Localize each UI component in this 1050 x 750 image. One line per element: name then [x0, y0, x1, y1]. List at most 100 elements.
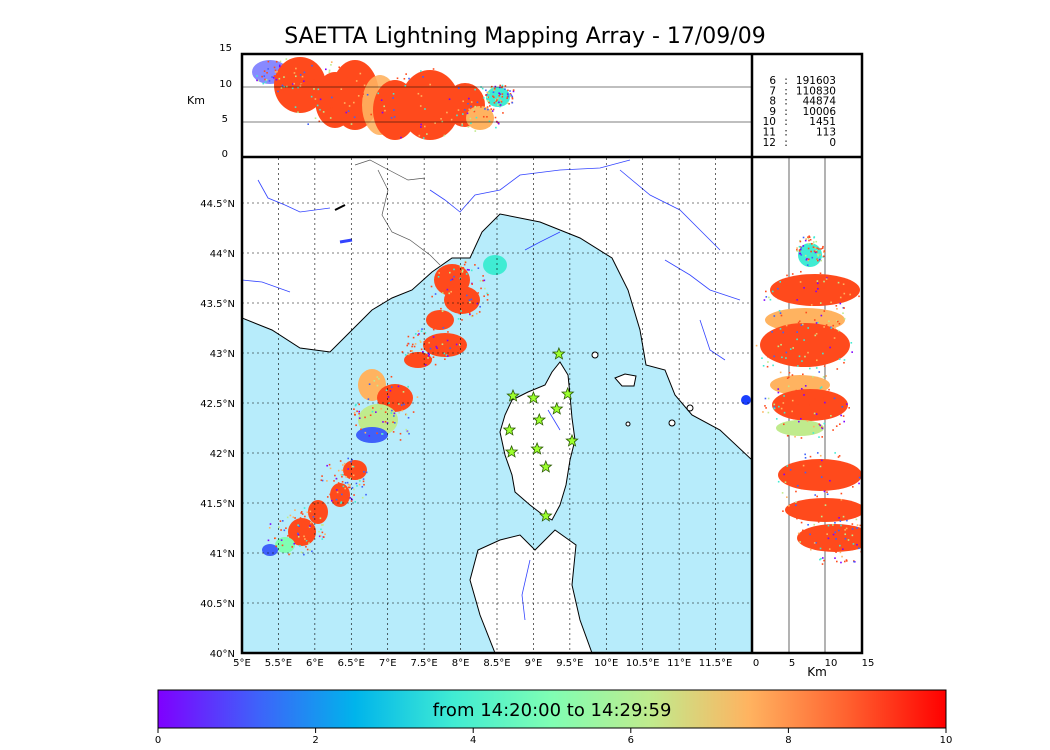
colorbar-tick-label: 2 — [312, 735, 318, 746]
lightning-source — [321, 475, 323, 477]
lightning-source — [473, 109, 475, 112]
lightning-source — [466, 268, 469, 271]
lightning-source — [294, 509, 296, 511]
lightning-source — [319, 108, 321, 111]
lightning-source — [475, 116, 478, 119]
station-count-value: 113 — [816, 127, 836, 139]
lightning-source — [452, 119, 454, 122]
lightning-source — [798, 249, 801, 251]
altitude-lon-scatter — [256, 58, 515, 139]
lightning-source — [310, 95, 313, 98]
lightning-source — [273, 76, 275, 79]
lightning-source — [330, 107, 333, 109]
lightning-source — [441, 120, 444, 123]
lightning-source — [486, 106, 489, 108]
lightning-source — [313, 79, 315, 82]
lightning-source — [341, 475, 343, 478]
lightning-source — [462, 100, 464, 103]
lightning-source — [441, 292, 444, 294]
lightning-source — [263, 70, 266, 72]
lightning-source — [469, 117, 472, 120]
station-star — [539, 459, 553, 473]
lightning-source — [832, 324, 835, 327]
lightning-source — [416, 396, 419, 398]
lightning-source — [294, 533, 296, 535]
lightning-source — [387, 396, 390, 398]
lightning-source — [786, 274, 788, 277]
lightning-source — [797, 484, 799, 487]
lightning-source — [842, 515, 845, 518]
lon-tick-label: 8.5°E — [483, 658, 510, 669]
lightning-source — [499, 84, 502, 87]
lightning-source — [846, 519, 848, 522]
lightning-source — [800, 270, 802, 273]
lightning-source — [819, 558, 821, 561]
lightning-source — [359, 474, 362, 477]
lightning-source — [307, 91, 310, 94]
lightning-source — [854, 290, 857, 293]
lightning-source — [451, 278, 454, 281]
lightning-source — [434, 122, 436, 124]
lightning-source — [470, 97, 473, 100]
lightning-source — [337, 482, 340, 484]
lightning-source — [261, 75, 263, 78]
alt-ytick-5: 5 — [222, 114, 228, 125]
lightning-source — [486, 292, 489, 295]
lightning-source — [843, 420, 845, 423]
lightning-source — [442, 326, 445, 329]
lightning-source — [848, 407, 850, 409]
lightning-source — [838, 529, 840, 532]
lightning-source — [463, 263, 466, 266]
lightning-source — [458, 312, 461, 315]
lightning-source — [361, 496, 364, 499]
lightning-source — [814, 259, 816, 262]
lightning-source — [823, 326, 825, 328]
lightning-source — [278, 526, 280, 528]
lightning-source — [789, 469, 792, 471]
lightning-source — [351, 458, 353, 461]
lightning-source — [497, 97, 499, 100]
lightning-source — [823, 422, 826, 425]
station-star — [552, 346, 566, 360]
lightning-source — [477, 267, 480, 270]
lightning-source — [330, 499, 333, 502]
lightning-source — [427, 357, 429, 359]
lightning-source — [832, 533, 835, 536]
lightning-source — [347, 77, 350, 80]
colorbar-bar — [157, 689, 947, 729]
lightning-source — [420, 348, 423, 351]
lightning-source — [358, 403, 360, 406]
lightning-source — [820, 314, 823, 317]
lightning-source — [830, 327, 833, 329]
lightning-source — [797, 404, 799, 407]
lightning-source — [811, 355, 814, 358]
lightning-source — [390, 375, 393, 378]
lightning-source — [818, 258, 821, 261]
lightning-source — [362, 480, 365, 483]
lightning-source — [484, 108, 486, 110]
lightning-source — [420, 123, 422, 126]
lightning-source — [865, 548, 867, 550]
lightning-source — [287, 535, 289, 537]
lon-tick-label: 11.5°E — [699, 658, 733, 669]
lightning-source — [791, 399, 794, 402]
lightning-source — [466, 112, 469, 115]
lightning-source — [806, 264, 809, 266]
lightning-source — [851, 528, 854, 530]
lightning-source — [275, 78, 278, 81]
lightning-source — [315, 74, 317, 76]
lightning-source — [378, 378, 380, 380]
lightning-source — [816, 495, 818, 498]
lightning-source — [786, 285, 788, 287]
lightning-source — [421, 328, 423, 330]
lightning-source — [802, 245, 805, 247]
lightning-source — [284, 68, 287, 71]
lightning-source — [274, 71, 277, 73]
lightning-source — [355, 80, 358, 82]
lightning-source — [408, 77, 410, 80]
lightning-source — [499, 93, 501, 95]
lightning-source — [328, 71, 331, 73]
lightning-source — [367, 398, 370, 400]
lightning-source — [405, 413, 408, 416]
lightning-source — [340, 501, 343, 503]
